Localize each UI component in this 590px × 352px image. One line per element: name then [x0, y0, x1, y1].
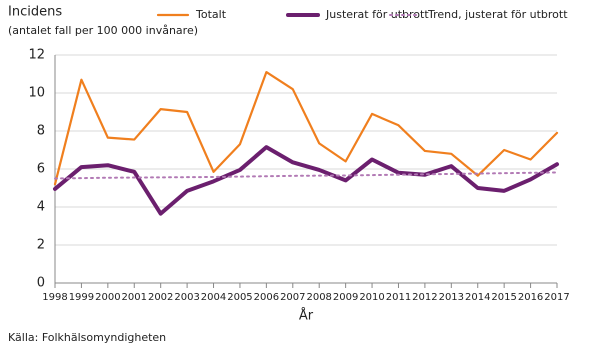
x-tick-label: 2000 [95, 292, 120, 303]
legend-label: Justerat för utbrott [325, 8, 429, 21]
x-tick-label: 1998 [42, 292, 67, 303]
x-tick-label: 2012 [412, 292, 437, 303]
y-tick-label: 2 [37, 238, 45, 253]
x-tick-label: 2015 [491, 292, 516, 303]
x-tick-label: 2011 [386, 292, 411, 303]
series-line [53, 71, 559, 186]
x-tick-label: 2009 [333, 292, 358, 303]
x-tick-label: 2005 [227, 292, 252, 303]
y-tick-label: 6 [37, 162, 45, 177]
x-tick-label: 2007 [280, 292, 305, 303]
x-tick-label: 1999 [69, 292, 94, 303]
x-axis-label: År [299, 308, 314, 324]
series-line [53, 145, 559, 216]
legend-label: Totalt [195, 8, 227, 21]
x-tick-label: 2008 [306, 292, 331, 303]
x-tick-label: 2006 [254, 292, 279, 303]
x-tick-label: 2017 [544, 292, 569, 303]
x-tick-label: 2014 [465, 292, 490, 303]
legend-label: Trend, justerat för utbrott [427, 8, 568, 21]
x-tick-label: 2001 [122, 292, 147, 303]
y-tick-label: 4 [37, 200, 45, 215]
y-tick-label: 12 [28, 48, 45, 63]
y-tick-label: 10 [28, 86, 45, 101]
chart-subtitle: (antalet fall per 100 000 invånare) [8, 24, 198, 37]
y-tick-label: 0 [37, 276, 45, 291]
series-line [54, 171, 558, 180]
x-tick-label: 2004 [201, 292, 226, 303]
x-tick-label: 2002 [148, 292, 173, 303]
x-tick-label: 2016 [518, 292, 543, 303]
source: Källa: Folkhälsomyndigheten [8, 331, 166, 344]
x-tick-label: 2003 [174, 292, 199, 303]
chart-title: Incidens [8, 5, 62, 20]
y-tick-label: 8 [37, 124, 45, 139]
x-tick-label: 2013 [439, 292, 464, 303]
x-tick-label: 2010 [359, 292, 384, 303]
